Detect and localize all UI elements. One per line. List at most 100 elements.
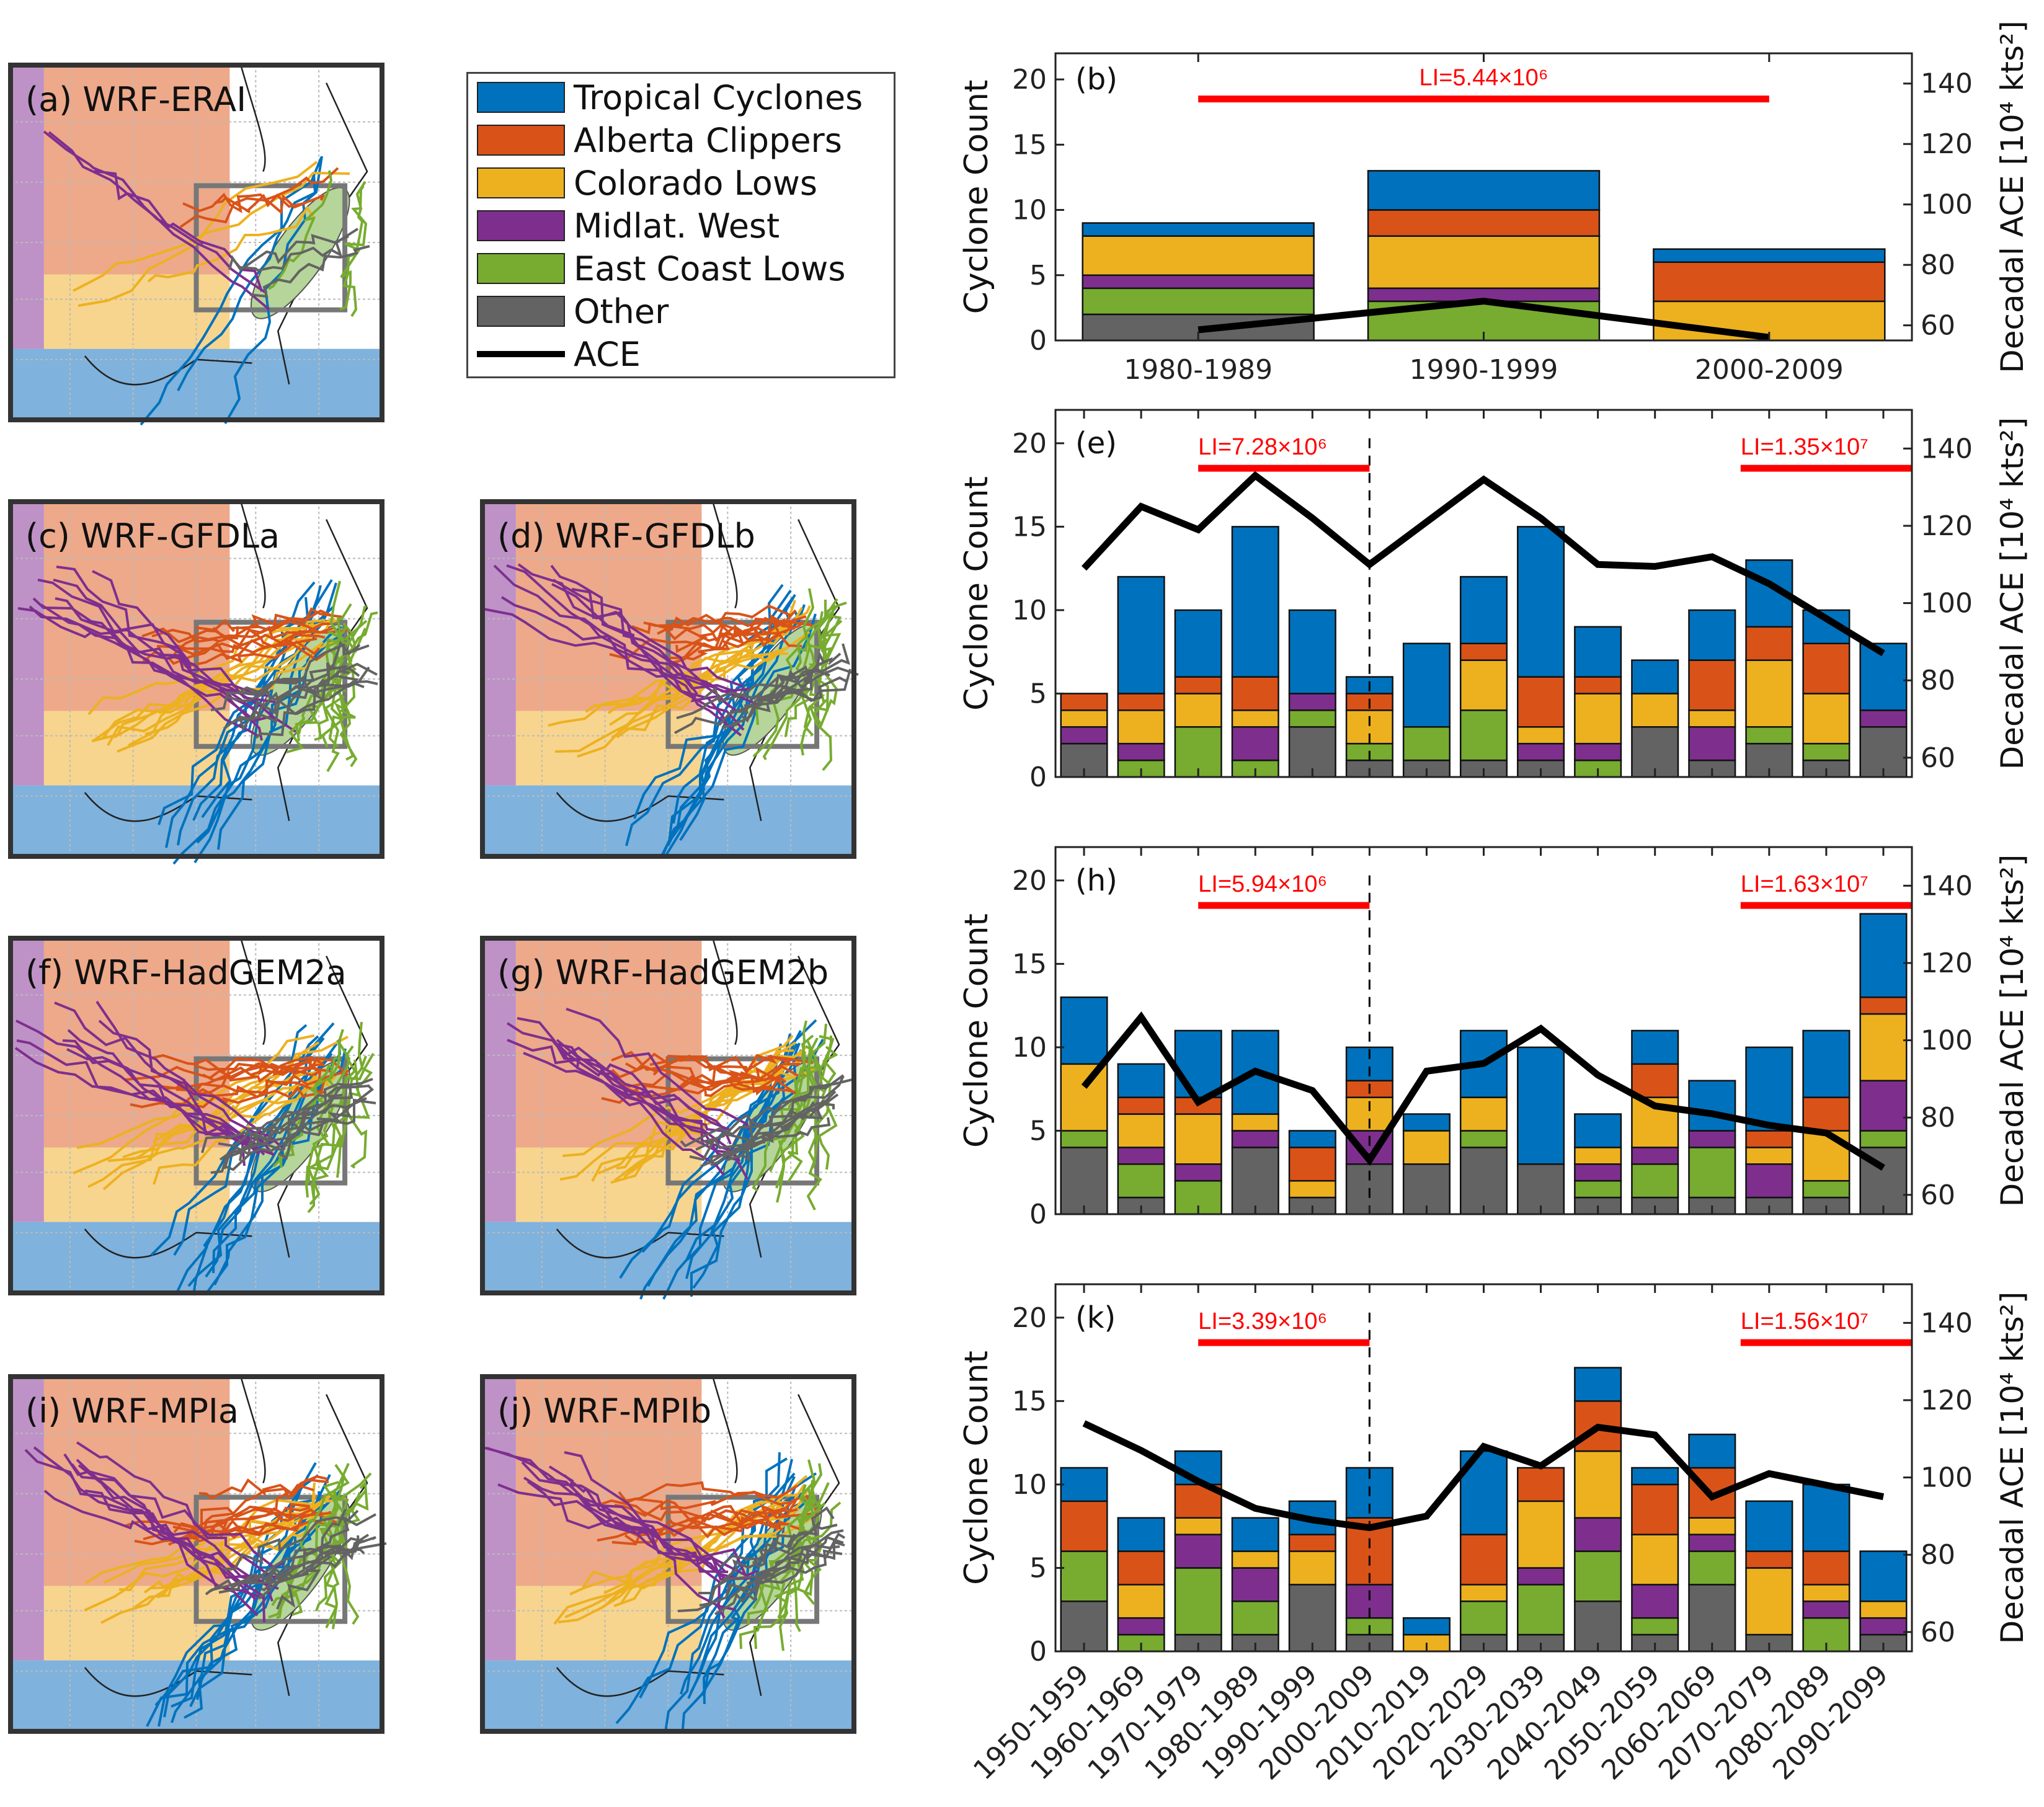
x-tick-label: 2000-2009 bbox=[1695, 354, 1844, 386]
bar-segment-alberta-clippers bbox=[1459, 642, 1508, 661]
cyclone-track bbox=[76, 1458, 287, 1580]
bar-segment-colorado-lows bbox=[1117, 1584, 1165, 1619]
y-right-tick-label: 80 bbox=[1921, 249, 1955, 281]
cyclone-track bbox=[667, 617, 789, 670]
cyclone-track bbox=[265, 1536, 376, 1584]
li-label: LI=1.63×10⁷ bbox=[1741, 871, 1868, 897]
cyclone-track bbox=[193, 1057, 349, 1077]
legend-color-swatch bbox=[477, 125, 565, 156]
bar-segment-tropical-cyclones bbox=[1517, 526, 1565, 678]
bar-segment-colorado-lows bbox=[1117, 1113, 1165, 1148]
bar-segment-tropical-cyclones bbox=[1174, 609, 1222, 678]
bar-segment-colorado-lows bbox=[1288, 1179, 1336, 1199]
bar-segment-tropical-cyclones bbox=[1402, 642, 1451, 728]
bar-segment-midlat-west bbox=[1288, 693, 1336, 711]
cyclone-track bbox=[315, 1480, 369, 1612]
bar-segment-east-coast-lows bbox=[1060, 1130, 1108, 1148]
bar-segment-east-coast-lows bbox=[1802, 1179, 1851, 1199]
track-map: (g) WRF-HadGEM2b bbox=[480, 936, 856, 1300]
bar-segment-colorado-lows bbox=[1745, 659, 1793, 728]
bar-segment-colorado-lows bbox=[1517, 1500, 1565, 1569]
cyclone-track bbox=[744, 1540, 845, 1589]
legend-label: ACE bbox=[574, 334, 641, 374]
cyclone-track bbox=[278, 1110, 352, 1160]
cyclone-track bbox=[662, 1049, 802, 1300]
bar-segment-tropical-cyclones bbox=[1574, 1367, 1622, 1402]
cyclone-track bbox=[33, 1446, 266, 1598]
cyclone-track bbox=[268, 1472, 372, 1618]
y-axis-label: Cyclone Count bbox=[958, 80, 995, 314]
ace-line bbox=[1081, 1011, 1885, 1171]
y-right-tick-label: 120 bbox=[1921, 1385, 1973, 1416]
cyclone-track bbox=[493, 564, 742, 737]
cyclone-track bbox=[698, 1521, 821, 1594]
cyclone-track bbox=[122, 1059, 324, 1158]
cyclone-track bbox=[795, 588, 815, 756]
cyclone-track bbox=[548, 1465, 726, 1618]
cyclone-track bbox=[206, 1048, 347, 1294]
bar-segment-east-coast-lows bbox=[1174, 1567, 1222, 1636]
legend-item-ace: ACE bbox=[477, 334, 641, 374]
cyclone-track bbox=[134, 1518, 326, 1546]
cyclone-track bbox=[87, 1041, 320, 1188]
y-right-tick-label: 60 bbox=[1921, 1617, 1955, 1648]
y-right-tick-label: 120 bbox=[1921, 948, 1973, 979]
bar-segment-midlat-west bbox=[1631, 1584, 1679, 1619]
bar-segment-alberta-clippers bbox=[1631, 1483, 1679, 1535]
bar-segment-alberta-clippers bbox=[1060, 693, 1108, 711]
bar-segment-midlat-west bbox=[1174, 1534, 1222, 1569]
bar-segment-colorado-lows bbox=[1459, 659, 1508, 711]
cyclone-track bbox=[339, 180, 368, 311]
li-label: LI=5.44×10⁶ bbox=[1420, 65, 1549, 91]
cyclone-track bbox=[276, 1535, 360, 1610]
bar-segment-colorado-lows bbox=[1631, 693, 1679, 728]
bar-segment-midlat-west bbox=[1859, 1617, 1908, 1636]
cyclone-track bbox=[130, 1078, 326, 1109]
y-tick-label: 15 bbox=[1012, 1385, 1047, 1417]
chart-panel: LI=5.44×10⁶ 0 5 10 15 20 60 80 100 120 140 1980-198… bbox=[958, 20, 2030, 386]
bar-segment-alberta-clippers bbox=[1574, 676, 1622, 695]
cyclone-track bbox=[78, 1464, 265, 1623]
y-right-tick-label: 100 bbox=[1921, 588, 1973, 619]
y-right-tick-label: 140 bbox=[1921, 433, 1973, 464]
chart-panel: LI=3.39×10⁶ LI=1.56×10⁷ 0 5 10 15 20 60 80 100 120… bbox=[958, 1283, 2030, 1786]
cyclone-track bbox=[43, 130, 268, 295]
bar-segment-alberta-clippers bbox=[1288, 1534, 1336, 1552]
cyclone-track bbox=[662, 596, 794, 856]
cyclone-track bbox=[176, 1055, 325, 1093]
y-right-tick-label: 140 bbox=[1921, 1307, 1973, 1339]
bar-segment-other bbox=[1459, 1147, 1508, 1215]
cyclone-track bbox=[242, 1534, 370, 1586]
bar-segment-other bbox=[1288, 1584, 1336, 1653]
bar-segment-midlat-west bbox=[1688, 1130, 1736, 1148]
cyclone-track bbox=[812, 600, 842, 727]
chart-panel: LI=5.94×10⁶ LI=1.63×10⁷ 0 5 10 15 20 60 80 100 120… bbox=[958, 846, 2030, 1230]
y-right-axis-label: Decadal ACE [10⁴ kts²] bbox=[1994, 417, 2030, 770]
cyclone-track bbox=[710, 1075, 845, 1166]
bar-segment-east-coast-lows bbox=[1688, 1550, 1736, 1586]
y-right-tick-label: 140 bbox=[1921, 68, 1973, 100]
bar-segment-tropical-cyclones bbox=[1574, 1113, 1622, 1148]
bar-segment-midlat-west bbox=[1574, 1517, 1622, 1552]
cyclone-track bbox=[24, 1449, 257, 1601]
cyclone-track bbox=[167, 637, 318, 665]
y-tick-label: 20 bbox=[1012, 1302, 1047, 1334]
bar-segment-tropical-cyclones bbox=[1402, 1617, 1451, 1636]
bar-segment-other bbox=[1060, 1147, 1108, 1215]
bar-segment-alberta-clippers bbox=[1688, 659, 1736, 711]
cyclone-track bbox=[196, 1504, 324, 1700]
legend-item-alberta_clippers: Alberta Clippers bbox=[477, 121, 842, 160]
cyclone-track bbox=[201, 1085, 370, 1153]
bar-segment-colorado-lows bbox=[1402, 1130, 1451, 1165]
cyclone-track bbox=[566, 1008, 749, 1130]
bar-segment-tropical-cyclones bbox=[1653, 248, 1886, 263]
bar-segment-east-coast-lows bbox=[1802, 742, 1851, 761]
cyclone-track bbox=[238, 235, 349, 272]
cyclone-track bbox=[205, 1037, 325, 1278]
bar-segment-midlat-west bbox=[1174, 1163, 1222, 1182]
cyclone-track bbox=[506, 564, 745, 731]
region-midlat-west bbox=[11, 938, 44, 1222]
cyclone-track bbox=[125, 1057, 323, 1081]
bar-segment-midlat-west bbox=[1859, 1080, 1908, 1132]
bar-segment-tropical-cyclones bbox=[1060, 1467, 1108, 1503]
